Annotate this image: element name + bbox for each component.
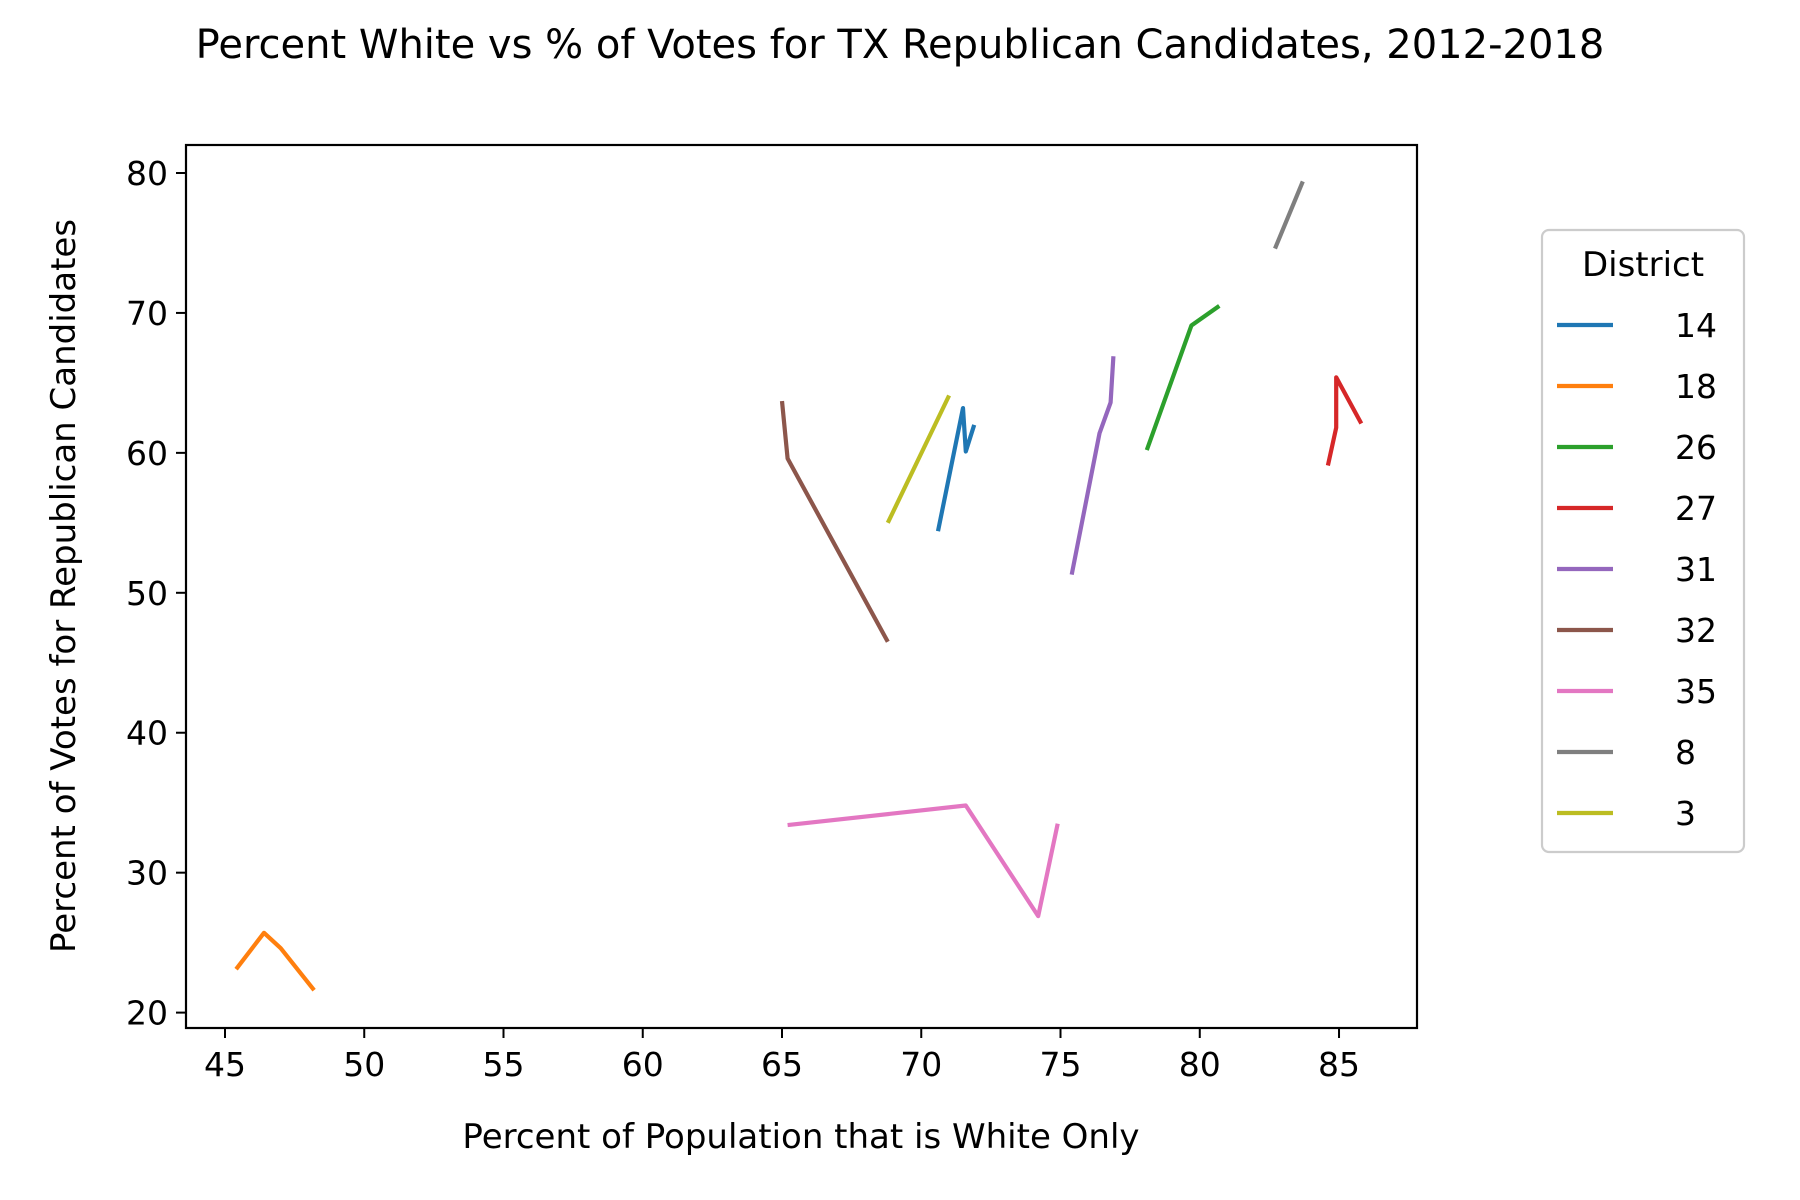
x-tick-label: 65 bbox=[761, 1045, 803, 1084]
y-tick-label: 80 bbox=[126, 154, 168, 193]
series-line-district-32 bbox=[779, 400, 890, 643]
y-tick-label: 30 bbox=[126, 854, 168, 893]
x-tick-label: 75 bbox=[1040, 1045, 1082, 1084]
legend: District 14 18 26 27 31 32 35 8 3 bbox=[1540, 228, 1746, 854]
y-tick-label: 20 bbox=[126, 994, 168, 1033]
x-axis: 45 50 55 60 65 70 75 80 85 bbox=[204, 1028, 1360, 1084]
series-line-district-18 bbox=[234, 930, 316, 992]
series-line-district-31 bbox=[1069, 356, 1116, 576]
y-axis: 20 30 40 50 60 70 80 bbox=[126, 154, 186, 1033]
series-line-district-35 bbox=[787, 803, 1060, 919]
x-tick-label: 50 bbox=[343, 1045, 385, 1084]
y-tick-label: 50 bbox=[126, 574, 168, 613]
legend-label-district-3: 3 bbox=[1675, 794, 1696, 833]
legend-label-district-14: 14 bbox=[1675, 306, 1717, 345]
series-line-district-14 bbox=[935, 406, 977, 532]
legend-label-district-8: 8 bbox=[1675, 733, 1696, 772]
legend-label-district-26: 26 bbox=[1675, 428, 1717, 467]
legend-label-district-27: 27 bbox=[1675, 489, 1717, 528]
legend-label-district-18: 18 bbox=[1675, 367, 1717, 406]
plot-area bbox=[234, 180, 1364, 992]
series-line-district-26 bbox=[1144, 304, 1221, 451]
x-tick-label: 85 bbox=[1318, 1045, 1360, 1084]
y-tick-label: 40 bbox=[126, 714, 168, 753]
legend-label-district-31: 31 bbox=[1675, 550, 1717, 589]
y-tick-label: 70 bbox=[126, 294, 168, 333]
series-line-district-3 bbox=[885, 394, 951, 524]
chart-title: Percent White vs % of Votes for TX Repub… bbox=[196, 22, 1605, 68]
legend-label-district-32: 32 bbox=[1675, 611, 1717, 650]
x-tick-label: 60 bbox=[622, 1045, 664, 1084]
legend-entries: 14 18 26 27 31 32 35 8 3 bbox=[1557, 306, 1717, 833]
x-axis-label: Percent of Population that is White Only bbox=[462, 1117, 1139, 1157]
series-line-district-8 bbox=[1273, 180, 1305, 250]
y-tick-label: 60 bbox=[126, 434, 168, 473]
plot-frame bbox=[184, 143, 1419, 1030]
legend-label-district-35: 35 bbox=[1675, 672, 1717, 711]
legend-title: District bbox=[1582, 245, 1704, 285]
series-line-district-27 bbox=[1325, 375, 1364, 466]
x-tick-label: 70 bbox=[900, 1045, 942, 1084]
y-axis-label: Percent of Votes for Republican Candidat… bbox=[44, 219, 84, 953]
x-tick-label: 55 bbox=[482, 1045, 524, 1084]
x-tick-label: 80 bbox=[1179, 1045, 1221, 1084]
x-tick-label: 45 bbox=[204, 1045, 246, 1084]
